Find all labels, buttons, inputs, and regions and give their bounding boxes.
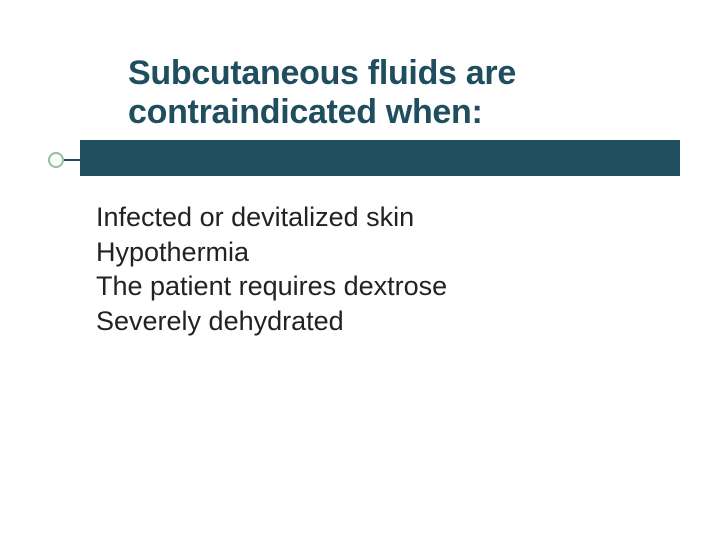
list-item: Hypothermia	[96, 235, 447, 270]
bullet-connector-line	[64, 159, 80, 161]
slide-title: Subcutaneous fluids are contraindicated …	[128, 54, 516, 132]
list-item: Severely dehydrated	[96, 304, 447, 339]
body-text-list: Infected or devitalized skin Hypothermia…	[96, 200, 447, 338]
bullet-ring-icon	[48, 152, 64, 168]
title-underline-bar	[80, 140, 680, 176]
title-line-1: Subcutaneous fluids are	[128, 54, 516, 93]
title-line-2: contraindicated when:	[128, 93, 516, 132]
slide: Subcutaneous fluids are contraindicated …	[0, 0, 720, 540]
list-item: Infected or devitalized skin	[96, 200, 447, 235]
list-item: The patient requires dextrose	[96, 269, 447, 304]
